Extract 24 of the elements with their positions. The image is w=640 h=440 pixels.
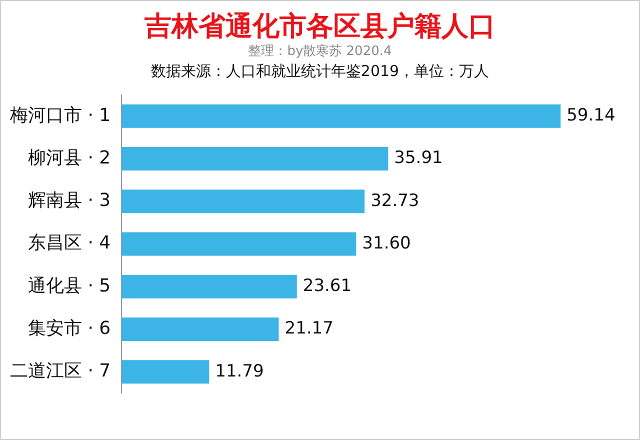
data-label: 59.14 [566,106,616,126]
data-label: 11.79 [215,361,264,382]
chart-title: 吉林省通化市各区县户籍人口 [144,11,496,43]
bar [122,232,356,256]
data-label: 23.61 [302,276,352,296]
y-tick-label: 辉南县 · 3 [28,190,111,212]
data-label: 32.73 [370,190,420,211]
y-tick-label: 柳河县 · 2 [28,147,111,168]
y-tick-label: 梅河口市 · 1 [8,104,111,126]
data-label: 35.91 [394,148,443,168]
bar [122,104,561,128]
bar [122,190,365,214]
data-label: 21.17 [284,318,334,339]
y-tick-label: 东昌区 · 4 [28,232,111,254]
bar [122,318,279,341]
chart-subtitle: 整理：by散寒苏 2020.4 [247,43,393,61]
bar [122,274,297,298]
y-tick-label: 二道江区 · 7 [10,360,111,382]
bar [122,147,388,170]
source-note: 数据来源：人口和就业统计年鉴2019，单位：万人 [150,61,490,81]
y-tick-label: 集安市 · 6 [28,318,111,339]
data-label: 31.60 [362,233,411,254]
y-tick-label: 通化县 · 5 [28,275,111,296]
bar [122,360,210,384]
